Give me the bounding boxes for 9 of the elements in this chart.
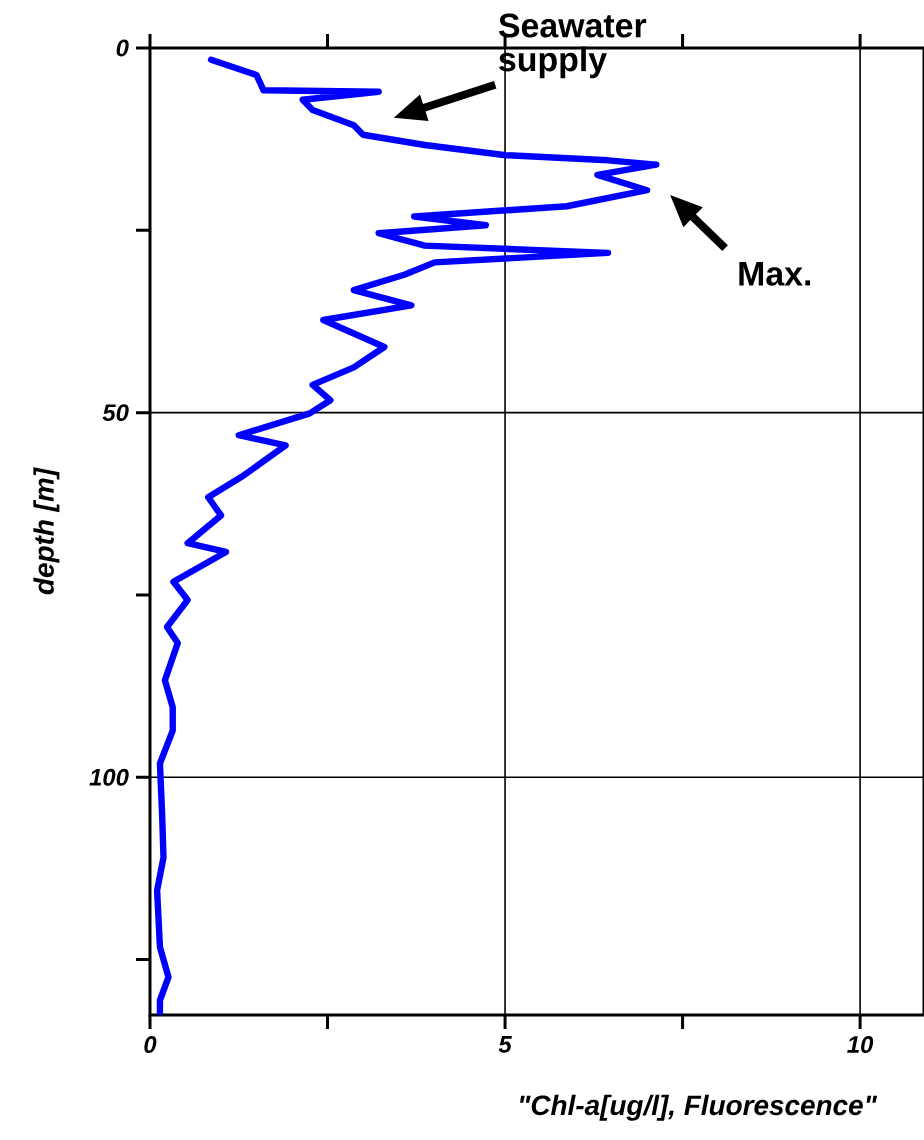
x-tick-label: 10 [847,1036,874,1053]
annotation: Max. [739,262,811,286]
y-tick-label: 0 [116,39,129,57]
x-tick-label: 0 [144,1036,157,1053]
x-tick-label: 5 [498,1036,512,1053]
y-tick-label: 100 [89,768,129,786]
x-axis-title: "Chl-a[ug/l], Fluorescence" [520,1094,878,1121]
y-axis-title: depth [m] [33,467,60,595]
y-tick-label: 50 [102,404,129,422]
